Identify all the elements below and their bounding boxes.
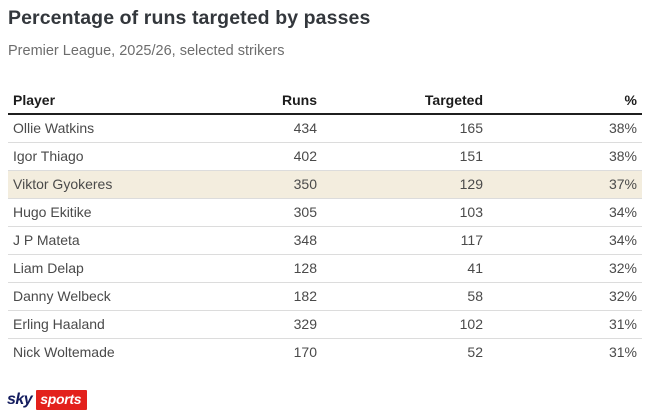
table-row-highlighted: Viktor Gyokeres 350 129 37% xyxy=(8,169,642,198)
table-row: Liam Delap 128 41 32% xyxy=(8,253,642,282)
table-row: J P Mateta 348 117 34% xyxy=(8,225,642,254)
table-row: Igor Thiago 402 151 38% xyxy=(8,141,642,170)
sky-sports-logo: sky sports xyxy=(7,390,88,410)
pct-cell: 37% xyxy=(483,169,642,198)
player-cell: Viktor Gyokeres xyxy=(8,169,208,198)
player-cell: Nick Woltemade xyxy=(8,337,208,366)
player-cell: Erling Haaland xyxy=(8,309,208,338)
pct-cell: 38% xyxy=(608,120,637,137)
targeted-cell: 102 xyxy=(317,309,483,338)
player-cell: Ollie Watkins xyxy=(13,120,95,137)
table-header: Player Runs Targeted % xyxy=(8,87,642,115)
stats-table: Player Runs Targeted % Ollie Watkins 434 1… xyxy=(8,87,642,366)
player-cell: Liam Delap xyxy=(8,253,208,282)
runs-cell: 348 xyxy=(208,225,317,254)
runs-cell: 128 xyxy=(208,253,317,282)
column-header-targeted: Targeted xyxy=(317,87,483,115)
table-row: Danny Welbeck 182 58 32% xyxy=(8,281,642,310)
table-row: Erling Haaland 329 102 31% xyxy=(8,309,642,338)
player-cell: Hugo Ekitike xyxy=(8,197,208,226)
targeted-cell: 165 xyxy=(459,120,483,137)
runs-cell: 402 xyxy=(208,141,317,170)
pct-cell: 34% xyxy=(483,225,642,254)
table-body: Ollie Watkins 434 165 38% Igor Thiago 402 151 3… xyxy=(8,114,642,366)
runs-cell: 182 xyxy=(208,281,317,310)
targeted-cell: 52 xyxy=(317,337,483,366)
pct-cell: 31% xyxy=(483,337,642,366)
column-header-player: Player xyxy=(8,87,208,115)
targeted-cell: 151 xyxy=(317,141,483,170)
infographic: Percentage of runs targeted by passes Pr… xyxy=(0,7,660,416)
targeted-cell: 117 xyxy=(317,225,483,254)
column-header-pct: % xyxy=(483,87,642,115)
page-title: Percentage of runs targeted by passes xyxy=(8,7,371,29)
table-header-row: Player Runs Targeted % xyxy=(8,87,642,115)
pct-cell: 31% xyxy=(483,309,642,338)
page-subtitle: Premier League, 2025/26, selected strike… xyxy=(8,43,285,59)
player-cell: J P Mateta xyxy=(8,225,208,254)
pct-cell: 32% xyxy=(483,281,642,310)
sky-logo-text: sky xyxy=(7,391,33,408)
runs-cell: 305 xyxy=(208,197,317,226)
pct-cell: 38% xyxy=(483,141,642,170)
runs-cell: 350 xyxy=(208,169,317,198)
runs-cell: 434 xyxy=(293,120,317,137)
targeted-cell: 129 xyxy=(317,169,483,198)
table-row: Hugo Ekitike 305 103 34% xyxy=(8,197,642,226)
table-row: Nick Woltemade 170 52 31% xyxy=(8,337,642,366)
sports-logo-badge: sports xyxy=(36,390,88,410)
player-cell: Igor Thiago xyxy=(8,141,208,170)
targeted-cell: 58 xyxy=(317,281,483,310)
pct-cell: 34% xyxy=(483,197,642,226)
runs-cell: 170 xyxy=(208,337,317,366)
targeted-cell: 41 xyxy=(317,253,483,282)
runs-cell: 329 xyxy=(208,309,317,338)
pct-cell: 32% xyxy=(483,253,642,282)
player-cell: Danny Welbeck xyxy=(8,281,208,310)
table-row: Ollie Watkins 434 165 38% xyxy=(8,114,642,142)
column-header-runs: Runs xyxy=(208,87,317,115)
targeted-cell: 103 xyxy=(317,197,483,226)
